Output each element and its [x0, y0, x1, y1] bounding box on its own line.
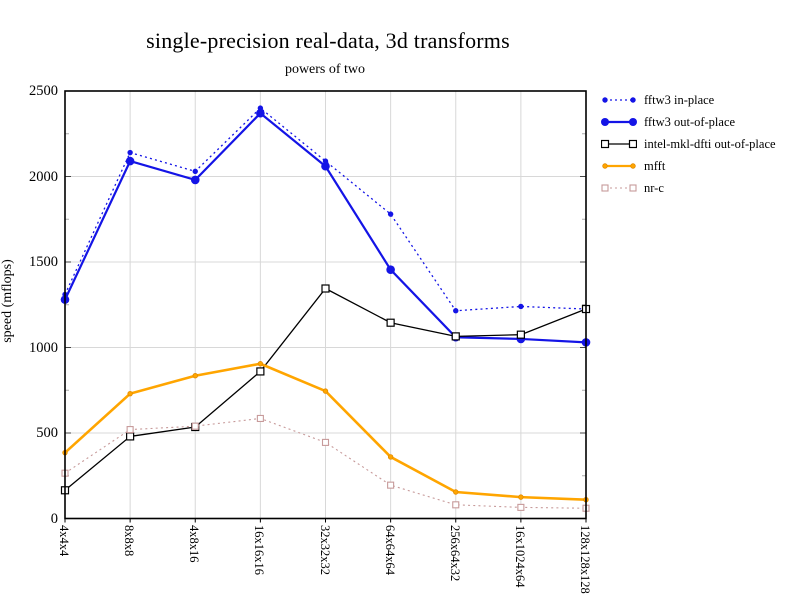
legend-item-mfft: mfft: [601, 155, 776, 177]
x-tick-label: 8x8x8: [122, 524, 137, 556]
legend-label: mfft: [644, 158, 666, 173]
legend-marker-fftw3-in-place: [602, 97, 636, 103]
x-tick-label: 16x1024x64: [512, 524, 527, 588]
chart-subtitle: powers of two: [284, 62, 366, 77]
legend-marker-nr-c: [601, 184, 637, 192]
y-tick-label: 1000: [29, 339, 58, 356]
chart-title: single-precision real-data, 3d transform…: [146, 28, 510, 53]
x-tick-label: 16x16x16: [252, 524, 267, 575]
x-tick-label: 64x64x64: [382, 524, 397, 575]
legend-marker-mfft: [602, 163, 636, 169]
series-intel-mkl-dfti-out-of-place: [60, 284, 591, 495]
y-tick-label: 0: [50, 510, 58, 527]
legend-marker-intel-mkl-dfti-out-of-place: [601, 139, 637, 149]
legend-label: fftw3 in-place: [644, 92, 715, 107]
legend-label: nr-c: [644, 180, 664, 195]
legend-item-intel-mkl-dfti-out-of-place: intel-mkl-dfti out-of-place: [601, 133, 776, 155]
legend-marker-fftw3-out-of-place: [601, 118, 637, 126]
y-tick-label: 2500: [29, 83, 58, 99]
y-tick-label: 1500: [29, 254, 58, 270]
x-tick-label: 4x8x16: [187, 524, 202, 563]
series-mfft: [62, 361, 589, 503]
legend-label: intel-mkl-dfti out-of-place: [644, 136, 776, 151]
x-tick-label: 4x4x4: [57, 524, 71, 556]
legend-label: fftw3 out-of-place: [644, 114, 736, 129]
legend-item-nr-c: nr-c: [601, 177, 776, 199]
gridlines: [65, 91, 586, 519]
legend-item-fftw3-out-of-place: fftw3 out-of-place: [601, 111, 776, 133]
x-tick-label: 256x64x32: [447, 524, 462, 581]
legend: fftw3 in-place fftw3 out-of-place intel-mk…: [601, 89, 776, 199]
x-tick-label: 32x32x32: [317, 524, 332, 575]
x-tick-label: 128x128x128: [578, 524, 592, 594]
legend-item-fftw3-in-place: fftw3 in-place: [601, 89, 776, 111]
plot-frame: [64, 90, 587, 520]
y-tick-label: 500: [36, 425, 58, 441]
y-tick-label: 2000: [29, 168, 58, 185]
